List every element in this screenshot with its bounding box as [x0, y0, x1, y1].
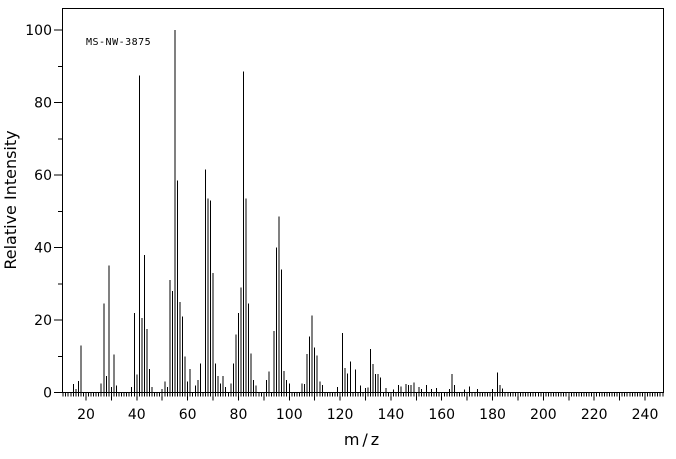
tick-label: 60	[179, 407, 197, 423]
spectrum-peaks	[72, 30, 504, 393]
tick-label: 100	[25, 23, 52, 39]
tick-label: 40	[128, 407, 146, 423]
tick-label: 140	[378, 407, 405, 423]
tick-label: 20	[34, 313, 52, 329]
x-axis-title: m/z	[344, 430, 382, 449]
tick-label: 180	[479, 407, 506, 423]
y-axis-tick-labels: 0 20 40 60 80 100	[25, 23, 52, 402]
tick-label: 80	[230, 407, 248, 423]
tick-label: 60	[34, 168, 52, 184]
y-axis-ticks	[54, 29, 62, 393]
y-axis-title: Relative Intensity	[1, 130, 20, 269]
tick-label: 100	[276, 407, 303, 423]
tick-label: 160	[428, 407, 455, 423]
tick-label: 80	[34, 96, 52, 112]
tick-label: 240	[632, 407, 659, 423]
x-axis-ticks	[62, 392, 664, 401]
tick-label: 120	[327, 407, 354, 423]
x-axis-tick-labels: 20 40 60 80 100 120 140 160 180 200 220 240	[77, 407, 658, 423]
spectrum-id-label: MS-NW-3875	[86, 37, 151, 48]
plot-border	[62, 8, 664, 393]
tick-label: 40	[34, 241, 52, 257]
tick-label: 20	[77, 407, 95, 423]
tick-label: 200	[530, 407, 557, 423]
tick-label: 0	[43, 386, 52, 402]
tick-label: 220	[581, 407, 608, 423]
